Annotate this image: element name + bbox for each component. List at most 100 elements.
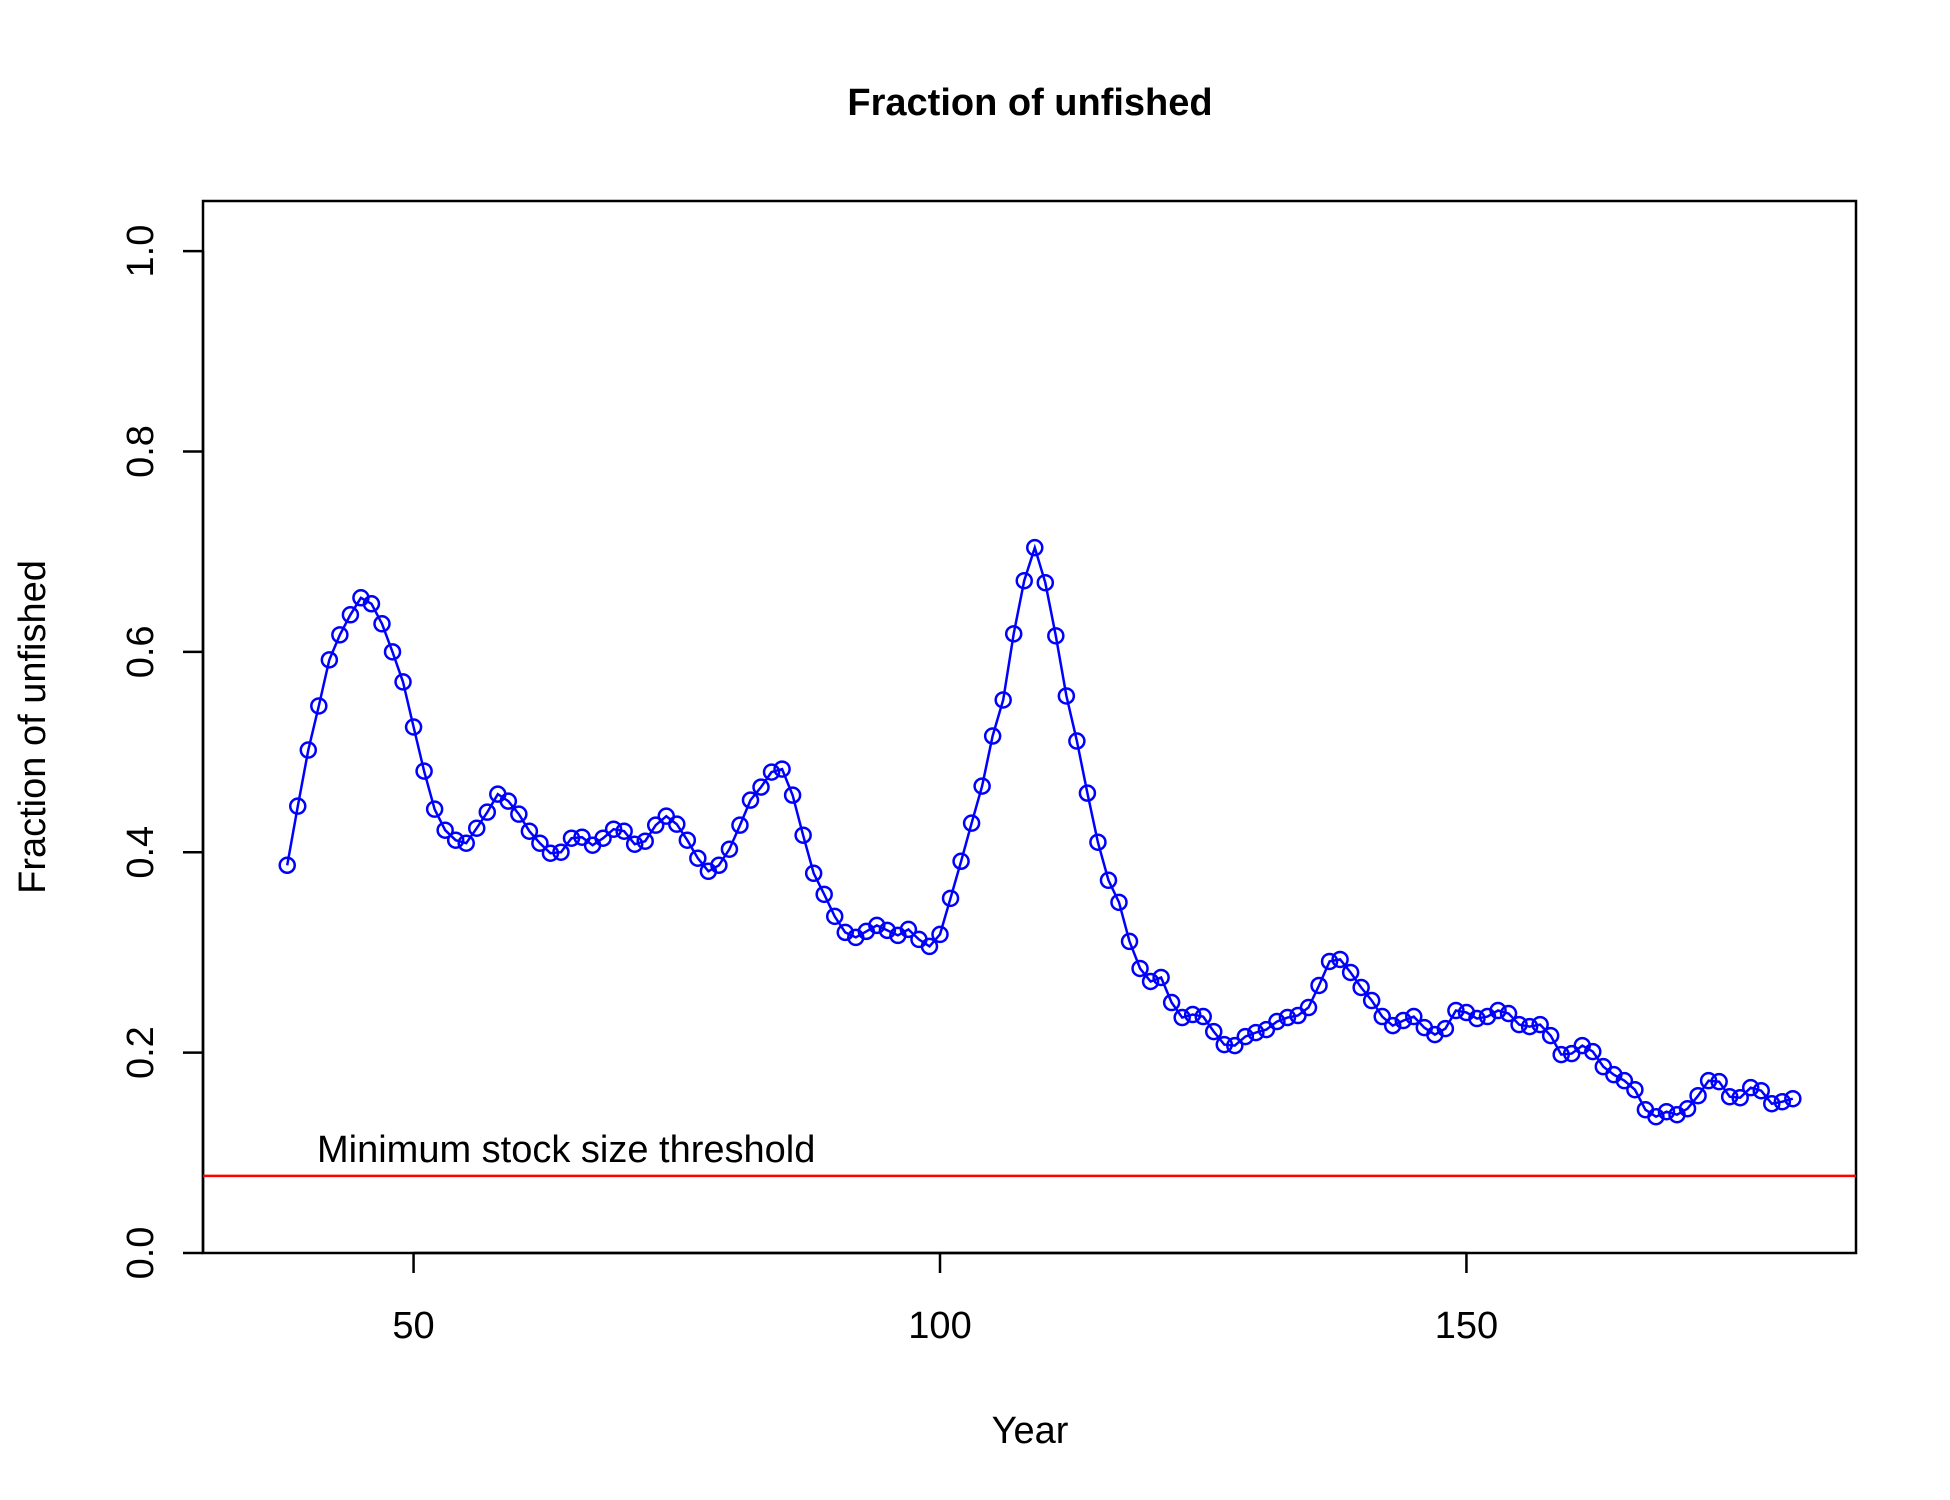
data-point (1510, 1015, 1528, 1034)
data-point (1236, 1027, 1255, 1046)
data-point (562, 829, 581, 847)
data-point (362, 595, 381, 613)
data-point (1689, 1086, 1707, 1105)
data-point (404, 718, 423, 736)
data-point (1341, 963, 1360, 982)
data-point (1784, 1089, 1802, 1108)
data-point (1731, 1088, 1749, 1107)
data-point (1226, 1036, 1244, 1055)
data-point (1763, 1094, 1781, 1113)
data-point (1215, 1035, 1234, 1054)
data-point (973, 777, 991, 795)
data-point (510, 805, 528, 823)
x-axis: 50 100 150 (392, 1251, 1498, 1347)
data-point (1615, 1071, 1634, 1090)
data-point (1710, 1072, 1728, 1091)
data-point (289, 797, 307, 815)
data-point (1657, 1102, 1676, 1121)
data-point (1331, 950, 1349, 969)
data-point (552, 843, 570, 861)
data-point (1436, 1019, 1455, 1038)
data-point (373, 615, 391, 633)
data-point (962, 814, 981, 832)
data-point (415, 762, 433, 780)
minimum-stock-threshold-label: Minimum stock size threshold (317, 1129, 815, 1171)
y-tick-label: 1.0 (120, 225, 162, 278)
data-point (1752, 1081, 1770, 1100)
data-point (499, 792, 518, 810)
data-point (920, 937, 939, 956)
data-point (1394, 1011, 1413, 1030)
data-point (1120, 932, 1139, 951)
data-point (1205, 1022, 1223, 1041)
data-point (878, 921, 897, 940)
data-point (1247, 1023, 1265, 1042)
data-point (467, 819, 486, 837)
data-point (1110, 893, 1128, 912)
data-point (1057, 687, 1076, 705)
data-point (625, 835, 644, 853)
data-point (952, 852, 970, 871)
data-point (1373, 1007, 1391, 1026)
data-point (773, 760, 791, 778)
data-point (383, 643, 402, 661)
data-point (320, 651, 339, 669)
data-point (646, 816, 665, 834)
data-point (741, 791, 760, 809)
data-point (1152, 968, 1170, 987)
data-point (994, 691, 1012, 709)
data-point (804, 864, 823, 883)
data-point (1173, 1008, 1191, 1027)
data-point (299, 741, 318, 759)
data-point (1383, 1016, 1402, 1035)
chart-title: Fraction of unfished (847, 82, 1212, 124)
data-point (436, 821, 454, 839)
data-point (731, 816, 749, 834)
data-point (1068, 732, 1086, 750)
data-point (678, 831, 697, 849)
data-point (1099, 871, 1118, 890)
data-point (531, 834, 549, 852)
x-tick-label: 150 (1435, 1305, 1498, 1347)
x-tick-label: 100 (908, 1305, 971, 1347)
data-point (446, 831, 465, 849)
data-point (1026, 538, 1044, 557)
data-point (1004, 625, 1023, 643)
data-point (1699, 1071, 1718, 1090)
data-point (1584, 1042, 1602, 1061)
data-point (331, 626, 349, 644)
data-point (1531, 1015, 1549, 1034)
data-point (762, 763, 781, 781)
data-point (1468, 1009, 1486, 1028)
plot-frame (201, 199, 1858, 1255)
data-point (1299, 998, 1318, 1017)
data-point (1352, 978, 1370, 997)
data-point (1036, 573, 1055, 592)
data-point (341, 606, 360, 624)
x-tick-label: 50 (392, 1305, 434, 1347)
data-point (1268, 1012, 1286, 1031)
data-point (815, 885, 833, 904)
data-point (794, 826, 812, 844)
data-point (689, 849, 707, 867)
data-point (1720, 1087, 1739, 1106)
data-point (1489, 1001, 1507, 1020)
data-point (594, 829, 612, 847)
y-tick-label: 0.4 (120, 826, 162, 879)
data-point (836, 923, 854, 942)
data-point (1320, 952, 1339, 971)
x-axis-label: Year (992, 1410, 1069, 1452)
data-point (1078, 784, 1097, 802)
data-point (931, 925, 949, 944)
data-point (710, 856, 728, 875)
data-point (1647, 1107, 1665, 1126)
data-point (1773, 1092, 1792, 1111)
data-point (1047, 627, 1065, 645)
data-point (1015, 571, 1033, 590)
data-point (1141, 972, 1160, 991)
data-point (1089, 833, 1107, 851)
data-point (1447, 1001, 1465, 1020)
data-point (1552, 1045, 1570, 1064)
data-point (868, 916, 886, 935)
